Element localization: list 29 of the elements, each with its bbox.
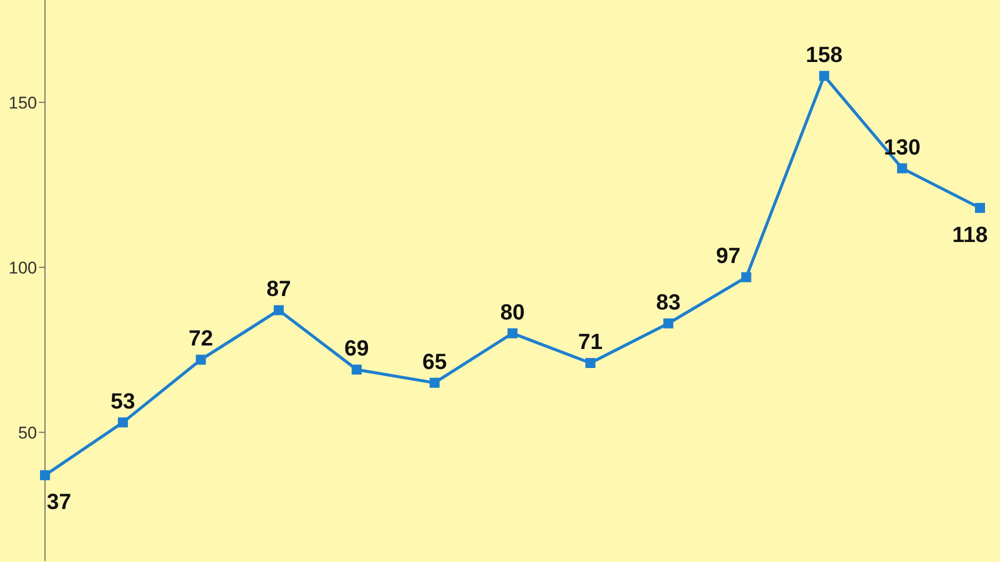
data-label: 65 [422,348,447,374]
data-label: 97 [716,243,740,268]
y-tick-label: 150 [8,93,37,112]
point [430,378,440,388]
point [118,417,128,428]
point [975,202,985,213]
data-label: 118 [952,222,988,247]
y-tick-label: 100 [8,258,37,278]
data-label: 69 [344,336,369,361]
data-label: 80 [500,299,525,324]
y-tick-label: 50 [18,423,37,442]
point [196,354,206,365]
data-label: 158 [806,42,843,67]
point [819,70,830,81]
data-label: 71 [578,329,603,354]
point [741,272,752,282]
point [352,364,362,375]
data-label: 87 [266,276,291,302]
data-label: 72 [188,326,214,351]
point [40,470,50,480]
data-label: 130 [884,134,920,160]
point [585,358,596,368]
point [663,318,674,328]
point [274,305,284,316]
data-label: 53 [110,388,136,414]
data-label: 83 [656,289,681,314]
data-label: 37 [46,489,72,514]
point [897,163,908,174]
point [508,328,518,338]
